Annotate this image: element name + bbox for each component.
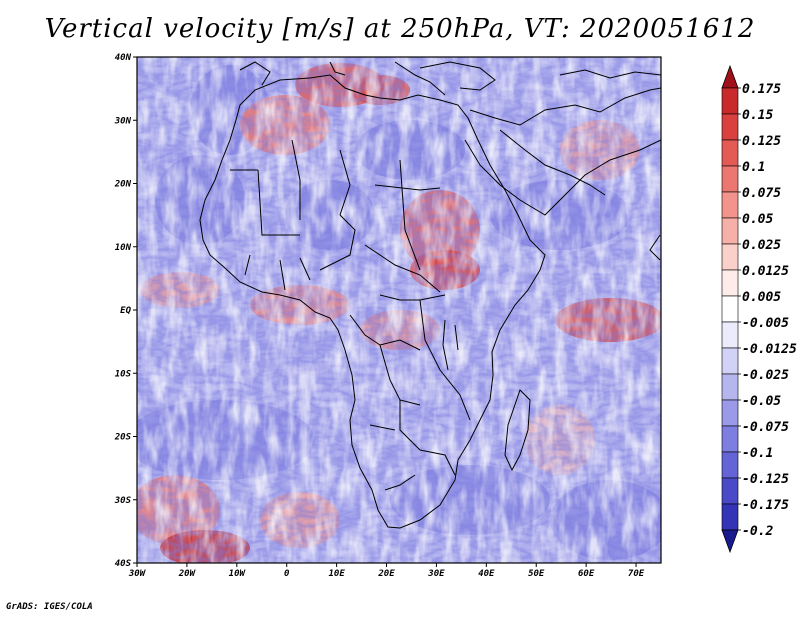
colorbar-swatch [721, 217, 739, 245]
lon-tick-label: 70E [628, 569, 645, 579]
lat-tick-label: 20N [114, 180, 132, 190]
colorbar-label: 0.025 [742, 238, 781, 253]
colorbar-top-arrow [721, 64, 739, 89]
colorbar-bottom-arrow [721, 529, 739, 554]
lat-tick-label: 30N [114, 116, 132, 126]
coastlines-and-borders [199, 61, 661, 529]
lon-tick-label: 20W [178, 569, 197, 579]
lon-tick-label: 20E [377, 569, 395, 579]
lon-tick-label: 40E [478, 569, 495, 579]
colorbar-swatch [721, 165, 739, 193]
lat-tick-label: 20S [114, 433, 132, 443]
lat-tick-label: 30S [114, 496, 132, 506]
colorbar-label: 0.075 [742, 186, 781, 201]
colorbar-swatch [721, 113, 739, 141]
colorbar-label: -0.0125 [742, 342, 797, 357]
colorbar-swatch [721, 347, 739, 375]
colorbar-swatch [721, 425, 739, 453]
colorbar-label: 0.005 [742, 290, 781, 305]
vertical-velocity-field [137, 57, 661, 563]
colorbar-label: 0.0125 [742, 264, 789, 279]
colorbar-label: -0.025 [742, 368, 789, 383]
colorbar-label: -0.005 [742, 316, 789, 331]
lon-tick-label: 50E [528, 569, 545, 579]
colorbar-swatch [721, 191, 739, 219]
lon-tick-label: 0 [284, 569, 290, 579]
colorbar-swatch [721, 451, 739, 479]
lat-tick-label: 40N [115, 53, 132, 63]
longitude-axis: 30W 20W 10W 0 10E 20E 30E 40E 50E 60E 70E [128, 563, 645, 579]
colorbar-label: 0.125 [742, 134, 781, 149]
colorbar-swatch [721, 373, 739, 401]
colorbar-label: 0.15 [742, 108, 773, 123]
colorbar-label: 0.1 [742, 160, 765, 175]
lat-tick-label: 10N [115, 243, 132, 253]
map-title: Vertical velocity [m/s] at 250hPa, VT: 2… [44, 14, 756, 44]
colorbar-swatch [721, 477, 739, 505]
colorbar-swatch [721, 399, 739, 427]
lat-tick-label: 40S [115, 559, 132, 569]
colorbar-swatch [721, 503, 739, 531]
lon-tick-label: 10W [229, 569, 247, 579]
lat-tick-label: 10S [115, 369, 132, 379]
lon-tick-label: 30E [427, 569, 445, 579]
credit-footer: GrADS: IGES/COLA [6, 602, 93, 612]
colorbar-label: -0.125 [742, 472, 789, 487]
colorbar-swatch [721, 269, 739, 297]
colorbar-label: -0.1 [742, 446, 773, 461]
lon-tick-label: 60E [578, 569, 595, 579]
colorbar-swatch [721, 243, 739, 271]
lon-tick-label: 30W [128, 569, 147, 579]
colorbar-swatch [721, 295, 739, 323]
latitude-axis: 40N 30N 20N 10N EQ 10S 20S 30S 40S [114, 53, 137, 569]
colorbar-swatch [721, 139, 739, 167]
colorbar-label: -0.2 [742, 524, 773, 539]
colorbar-label: -0.05 [742, 394, 781, 409]
colorbar-swatch [721, 321, 739, 349]
lat-tick-label: EQ [120, 306, 131, 316]
colorbar-label: -0.175 [742, 498, 789, 513]
colorbar-label: -0.075 [742, 420, 789, 435]
colorbar-label: 0.05 [742, 212, 773, 227]
lon-tick-label: 10E [328, 569, 345, 579]
colorbar-swatch [721, 87, 739, 115]
colorbar-label: 0.175 [742, 82, 781, 97]
colorbar: 0.175 0.15 0.125 0.1 0.075 0.05 0.025 0.0125 0.0… [721, 64, 797, 554]
